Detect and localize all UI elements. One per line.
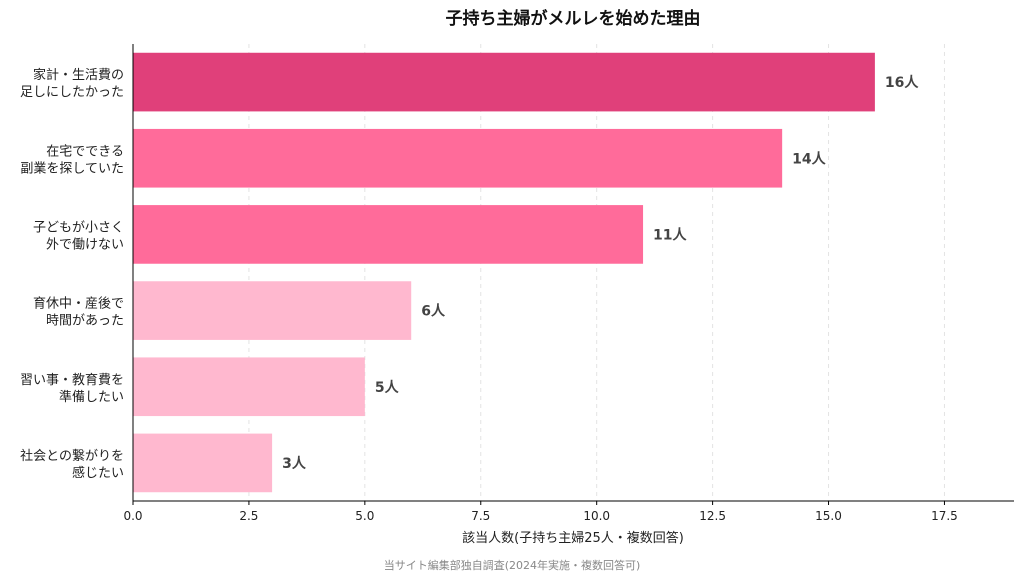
- value-label: 16人: [885, 74, 919, 91]
- bar: [133, 433, 273, 493]
- category-label: 家計・生活費の足しにしたかった: [20, 67, 124, 100]
- value-labels: 16人 14人 11人 6人 5人 3人: [282, 74, 919, 472]
- bars: [133, 52, 875, 493]
- bar: [133, 52, 875, 112]
- bar: [133, 357, 365, 417]
- value-label: 14人: [792, 150, 826, 167]
- x-tick-label: 0.0: [123, 509, 142, 523]
- x-tick-label: 12.5: [699, 509, 726, 523]
- x-tick-label: 15.0: [815, 509, 842, 523]
- x-tick-label: 7.5: [471, 509, 490, 523]
- axes: [132, 44, 1014, 502]
- bar: [133, 128, 783, 188]
- bar: [133, 205, 644, 264]
- category-label: 在宅でできる副業を探していた: [20, 144, 124, 176]
- value-label: 11人: [653, 226, 687, 243]
- chart-title: 子持ち主婦がメルレを始めた理由: [446, 8, 701, 29]
- x-ticks: 0.0 2.5 5.0 7.5 10.0 12.5 15.0 17.5: [123, 501, 958, 523]
- x-tick-label: 2.5: [239, 509, 258, 523]
- bar: [133, 281, 412, 340]
- value-label: 6人: [421, 303, 446, 320]
- x-axis-label: 該当人数(子持ち主婦25人・複数回答): [462, 530, 684, 546]
- category-labels: 家計・生活費の足しにしたかった在宅でできる副業を探していた子どもが小さく外で働け…: [20, 67, 124, 481]
- value-label: 3人: [282, 455, 307, 472]
- source-note: 当サイト編集部独自調査(2024年実施・複数回答可): [384, 558, 641, 572]
- x-tick-label: 17.5: [931, 509, 958, 523]
- category-label: 子どもが小さく外で働けない: [33, 220, 124, 252]
- grid-lines: [248, 44, 945, 501]
- category-label: 習い事・教育費を準備したい: [20, 372, 124, 405]
- x-tick-label: 5.0: [355, 509, 374, 523]
- category-label: 社会との繋がりを感じたい: [20, 448, 124, 481]
- category-label: 育休中・産後で時間があった: [33, 296, 124, 329]
- x-tick-label: 10.0: [583, 509, 610, 523]
- value-label: 5人: [375, 379, 400, 396]
